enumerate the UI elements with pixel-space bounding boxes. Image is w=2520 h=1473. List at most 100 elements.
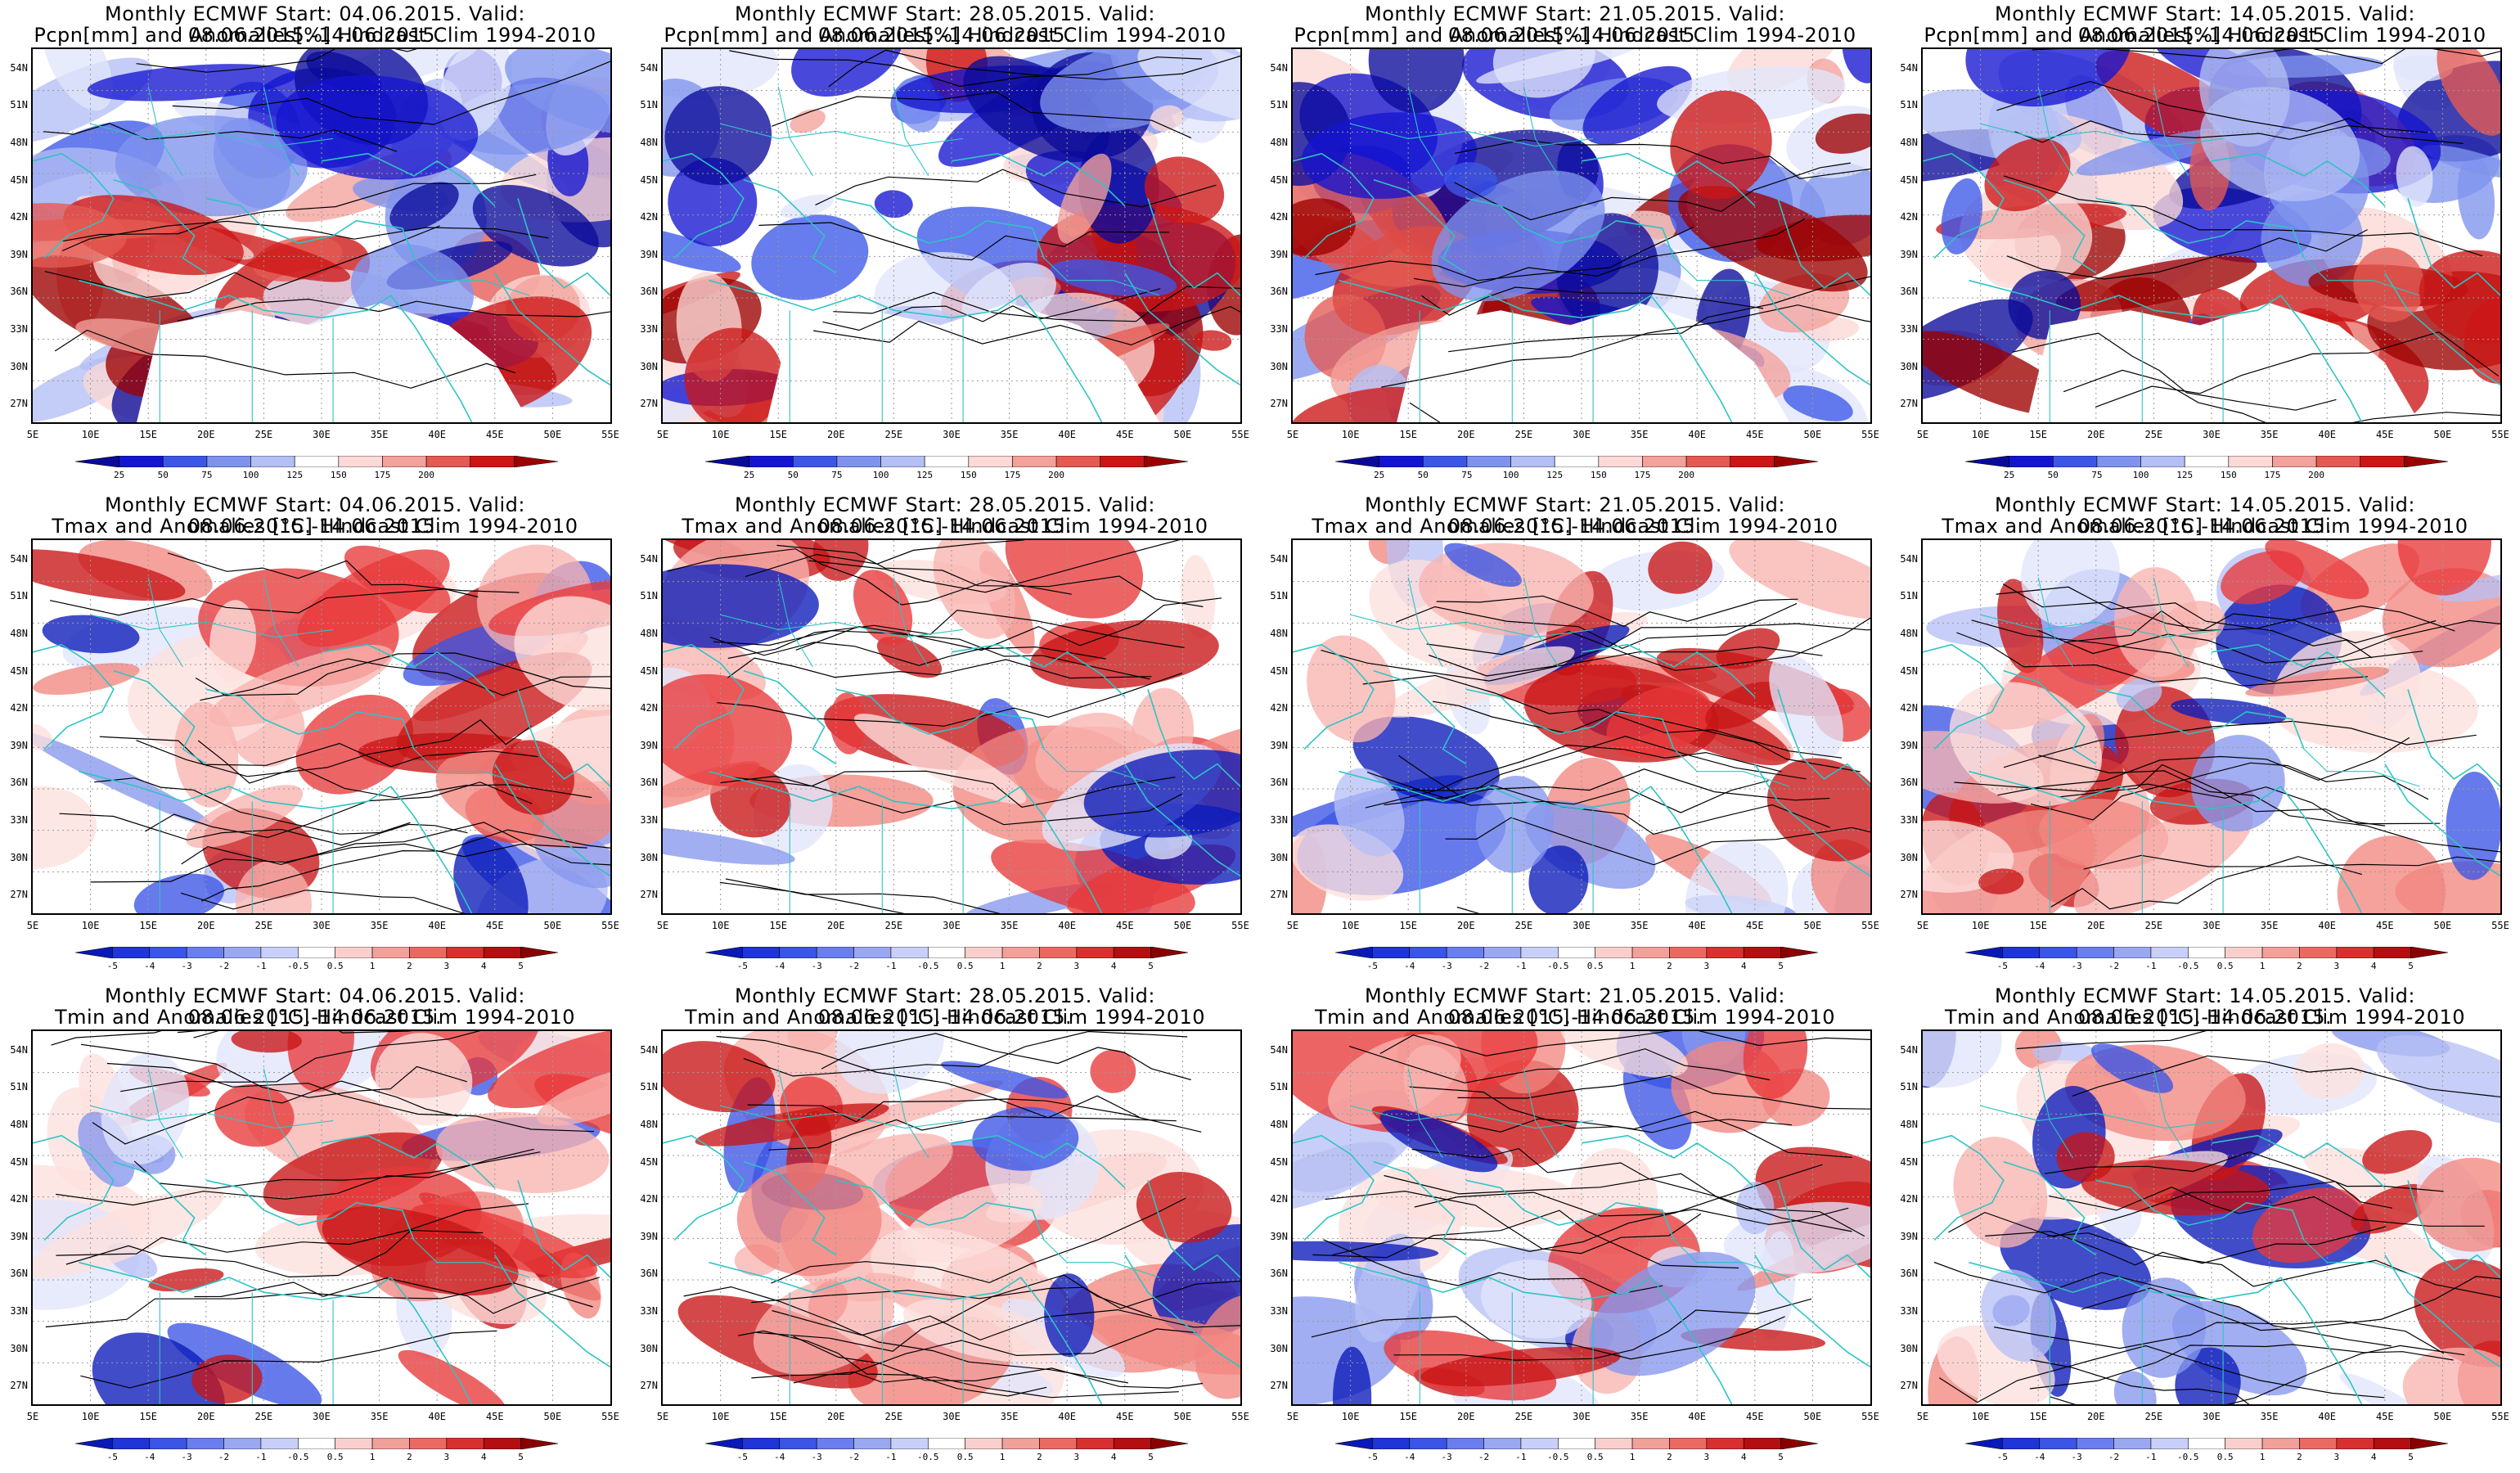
map-canvas xyxy=(1923,49,2500,422)
colorbar-label: -4 xyxy=(1404,1452,1415,1462)
panel-title-line2: Pcpn[mm] and Anomalies[%] Hindcast Clim … xyxy=(34,24,596,47)
country-borders xyxy=(1350,86,1790,422)
colorbar-label: -1 xyxy=(885,961,897,971)
lon-tick-label: 40E xyxy=(1058,429,1077,440)
colorbar-swatch xyxy=(2336,1437,2374,1450)
colorbar-arrow-right xyxy=(1144,455,1189,468)
colorbar-swatch xyxy=(2225,946,2263,959)
lon-tick-label: 10E xyxy=(711,1411,730,1422)
climatology-contours xyxy=(1933,1031,2500,1404)
lon-tick-label: 40E xyxy=(428,920,447,931)
colorbar-swatch xyxy=(186,946,224,959)
colorbar xyxy=(1964,1437,2449,1450)
lat-tick-label: 39N xyxy=(1270,1230,1288,1242)
lat-tick-label: 36N xyxy=(640,777,658,789)
lon-tick-label: 20E xyxy=(1456,429,1475,440)
colorbar xyxy=(74,1437,559,1450)
map-canvas xyxy=(1293,1031,1870,1404)
colorbar-swatch xyxy=(1100,455,1145,468)
lat-tick-label: 54N xyxy=(10,61,28,74)
lon-tick-label: 10E xyxy=(81,1411,100,1422)
lat-tick-label: 36N xyxy=(640,286,658,298)
colorbar-label: 175 xyxy=(1634,470,1651,480)
graticule xyxy=(663,540,1240,913)
colorbar-swatch xyxy=(792,455,838,468)
lat-tick-label: 36N xyxy=(1900,1268,1918,1280)
lat-tick-label: 39N xyxy=(1270,248,1288,260)
colorbar-label: 125 xyxy=(286,470,304,480)
lon-tick-label: 50E xyxy=(2433,429,2452,440)
colorbar-label: 25 xyxy=(114,470,125,480)
colorbar-swatch xyxy=(2150,1437,2189,1450)
lat-tick-label: 54N xyxy=(1900,1043,1918,1056)
colorbar-swatch xyxy=(2360,455,2405,468)
colorbar-label: 0.5 xyxy=(1586,961,1604,971)
lon-tick-label: 55E xyxy=(601,1411,619,1422)
colorbar-label: -1 xyxy=(2145,961,2157,971)
lat-tick-label: 45N xyxy=(10,664,28,677)
lat-tick-label: 36N xyxy=(1900,777,1918,789)
lon-tick-label: 25E xyxy=(2144,920,2163,931)
lat-tick-label: 33N xyxy=(10,323,28,335)
panel-title-line1: Monthly ECMWF Start: 04.06.2015. Valid: … xyxy=(105,2,525,47)
map-canvas xyxy=(33,1031,610,1404)
lat-tick-label: 48N xyxy=(10,1119,28,1130)
lon-tick-label: 15E xyxy=(769,429,788,440)
lon-tick-label: 40E xyxy=(1058,1411,1077,1422)
lat-tick-label: 42N xyxy=(10,702,28,714)
panel-title-line1: Monthly ECMWF Start: 28.05.2015. Valid: … xyxy=(735,2,1155,47)
colorbar-label: 200 xyxy=(1048,470,1065,480)
lon-tick-label: 50E xyxy=(1173,920,1192,931)
colorbar-label: -5 xyxy=(1366,961,1378,971)
colorbar-swatch xyxy=(890,1437,929,1450)
coastlines xyxy=(1293,152,1870,422)
colorbar-label: -4 xyxy=(144,961,155,971)
lon-tick-label: 50E xyxy=(2433,1411,2452,1422)
colorbar-label: -3 xyxy=(181,1452,192,1462)
coastlines xyxy=(1923,152,2500,422)
colorbar-label: -2 xyxy=(218,1452,230,1462)
lat-tick-label: 30N xyxy=(1900,851,1918,863)
lon-tick-label: 15E xyxy=(139,1411,158,1422)
lat-tick-label: 42N xyxy=(1270,211,1288,223)
colorbar-swatch xyxy=(1554,455,1600,468)
colorbar-label: 1 xyxy=(2259,961,2266,971)
colorbar-swatch xyxy=(1039,946,1078,959)
panel-title-line1: Monthly ECMWF Start: 04.06.2015. Valid: … xyxy=(105,984,525,1029)
lon-tick-label: 35E xyxy=(2260,429,2279,440)
graticule xyxy=(33,1031,610,1404)
lat-tick-label: 39N xyxy=(640,1230,658,1242)
anomaly-field xyxy=(663,1031,1240,1404)
lat-tick-label: 42N xyxy=(1270,702,1288,714)
country-borders xyxy=(720,577,1160,913)
lon-tick-label: 55E xyxy=(1231,429,1249,440)
colorbar-swatch xyxy=(2002,946,2041,959)
lon-tick-label: 20E xyxy=(196,920,215,931)
lat-tick-label: 27N xyxy=(640,398,658,410)
lat-tick-label: 51N xyxy=(10,1081,28,1093)
colorbar-arrow-right xyxy=(1780,1437,1819,1450)
lon-tick-label: 5E xyxy=(26,920,39,931)
colorbar xyxy=(704,946,1189,959)
graticule xyxy=(33,540,610,913)
colorbar-label: 1 xyxy=(999,1452,1006,1462)
lat-tick-label: 30N xyxy=(1900,1342,1918,1354)
lat-tick-label: 39N xyxy=(1900,248,1918,260)
colorbar-swatch xyxy=(1558,1437,1595,1450)
panel-title-line2: Pcpn[mm] and Anomalies[%] Hindcast Clim … xyxy=(664,24,1226,47)
lon-tick-label: 45E xyxy=(485,1411,504,1422)
lon-tick-label: 30E xyxy=(943,920,961,931)
lat-tick-label: 54N xyxy=(640,61,658,74)
lon-tick-label: 50E xyxy=(1803,429,1822,440)
lon-tick-label: 55E xyxy=(1861,920,1879,931)
climatology-contours xyxy=(1311,1031,1870,1361)
anomaly-field xyxy=(1923,540,2500,913)
lat-tick-label: 27N xyxy=(1270,889,1288,901)
lon-tick-label: 35E xyxy=(1630,920,1649,931)
colorbar-swatch xyxy=(1510,455,1555,468)
lat-tick-label: 39N xyxy=(10,248,28,260)
lon-tick-label: 55E xyxy=(2491,920,2509,931)
precip-anomaly-map xyxy=(1291,47,1872,424)
lat-tick-label: 45N xyxy=(640,1155,658,1168)
colorbar-swatch xyxy=(880,455,925,468)
